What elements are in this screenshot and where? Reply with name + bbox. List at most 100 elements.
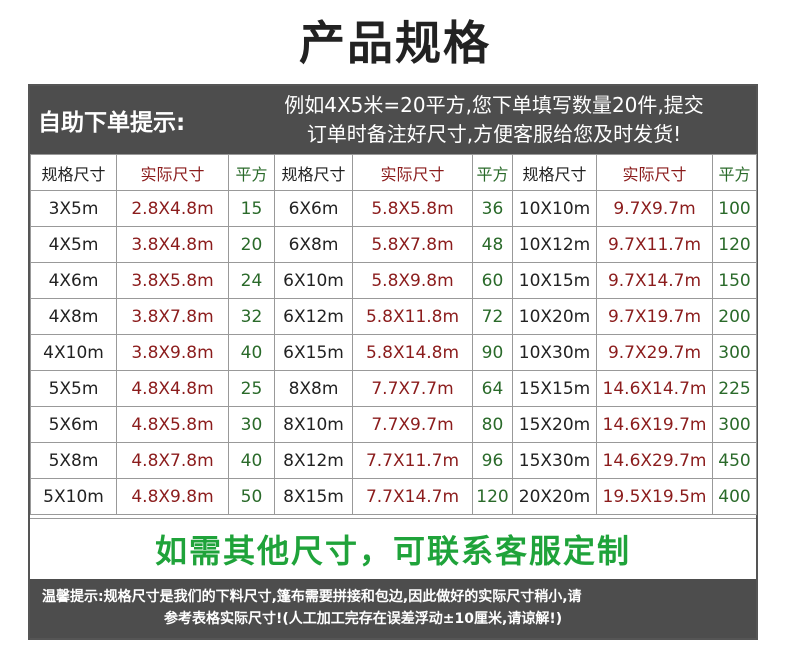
actual-size-cell: 7.7X14.7m bbox=[352, 478, 473, 515]
spec-size-cell: 20X20m bbox=[512, 478, 597, 515]
actual-size-cell: 3.8X4.8m bbox=[116, 226, 229, 263]
table-row: 4X6m 3.8X5.8m 24 6X10m 5.8X9.8m 60 10X15m 9.7X1… bbox=[30, 262, 757, 299]
table-row: 5X8m 4.8X7.8m 40 8X12m 7.7X11.7m 96 15X30m 14.6… bbox=[30, 442, 757, 479]
header-area: 平方 bbox=[712, 154, 757, 191]
header-spec-size: 规格尺寸 bbox=[30, 154, 117, 191]
spec-size-cell: 4X5m bbox=[30, 226, 117, 263]
spec-size-cell: 4X6m bbox=[30, 262, 117, 299]
spec-size-cell: 6X8m bbox=[274, 226, 353, 263]
area-cell: 80 bbox=[472, 406, 513, 443]
actual-size-cell: 3.8X9.8m bbox=[116, 334, 229, 371]
table-header-row: 规格尺寸 实际尺寸 平方 规格尺寸 实际尺寸 平方 规格尺寸 实际尺寸 平方 bbox=[30, 154, 757, 191]
area-cell: 25 bbox=[228, 370, 275, 407]
actual-size-cell: 5.8X7.8m bbox=[352, 226, 473, 263]
spec-size-cell: 10X30m bbox=[512, 334, 597, 371]
area-cell: 300 bbox=[712, 406, 757, 443]
area-cell: 450 bbox=[712, 442, 757, 479]
actual-size-cell: 4.8X5.8m bbox=[116, 406, 229, 443]
spec-size-cell: 10X12m bbox=[512, 226, 597, 263]
header-area: 平方 bbox=[228, 154, 275, 191]
area-cell: 72 bbox=[472, 298, 513, 335]
spec-size-cell: 10X10m bbox=[512, 190, 597, 227]
spec-size-cell: 4X10m bbox=[30, 334, 117, 371]
table-row: 5X10m 4.8X9.8m 50 8X15m 7.7X14.7m 120 20X20m 19… bbox=[30, 478, 757, 515]
table-row: 5X5m 4.8X4.8m 25 8X8m 7.7X7.7m 64 15X15m 14.6X1… bbox=[30, 370, 757, 407]
actual-size-cell: 3.8X5.8m bbox=[116, 262, 229, 299]
spec-size-cell: 8X12m bbox=[274, 442, 353, 479]
actual-size-cell: 7.7X7.7m bbox=[352, 370, 473, 407]
spec-size-cell: 15X15m bbox=[512, 370, 597, 407]
spec-size-cell: 5X10m bbox=[30, 478, 117, 515]
area-cell: 60 bbox=[472, 262, 513, 299]
actual-size-cell: 14.6X14.7m bbox=[596, 370, 713, 407]
spec-size-cell: 10X15m bbox=[512, 262, 597, 299]
area-cell: 400 bbox=[712, 478, 757, 515]
area-cell: 200 bbox=[712, 298, 757, 335]
actual-size-cell: 9.7X14.7m bbox=[596, 262, 713, 299]
spec-size-cell: 10X20m bbox=[512, 298, 597, 335]
area-cell: 40 bbox=[228, 334, 275, 371]
order-tip-text: 例如4X5米=20平方,您下单填写数量20件,提交 订单时备注好尺寸,方便客服给… bbox=[238, 91, 756, 149]
actual-size-cell: 5.8X14.8m bbox=[352, 334, 473, 371]
actual-size-cell: 9.7X19.7m bbox=[596, 298, 713, 335]
area-cell: 96 bbox=[472, 442, 513, 479]
area-cell: 225 bbox=[712, 370, 757, 407]
actual-size-cell: 9.7X11.7m bbox=[596, 226, 713, 263]
table-body: 3X5m 2.8X4.8m 15 6X6m 5.8X5.8m 36 10X10m 9.7X9.… bbox=[30, 190, 757, 515]
actual-size-cell: 4.8X9.8m bbox=[116, 478, 229, 515]
header-spec-size: 规格尺寸 bbox=[274, 154, 353, 191]
actual-size-cell: 19.5X19.5m bbox=[596, 478, 713, 515]
spec-size-cell: 8X15m bbox=[274, 478, 353, 515]
warm-tip-panel: 温馨提示:规格尺寸是我们的下料尺寸,篷布需要拼接和包边,因此做好的实际尺寸稍小,… bbox=[30, 579, 756, 638]
spec-size-cell: 4X8m bbox=[30, 298, 117, 335]
spec-size-cell: 6X10m bbox=[274, 262, 353, 299]
actual-size-cell: 9.7X9.7m bbox=[596, 190, 713, 227]
table-row: 5X6m 4.8X5.8m 30 8X10m 7.7X9.7m 80 15X20m 14.6X… bbox=[30, 406, 757, 443]
header-actual-size: 实际尺寸 bbox=[116, 154, 229, 191]
actual-size-cell: 5.8X11.8m bbox=[352, 298, 473, 335]
area-cell: 150 bbox=[712, 262, 757, 299]
area-cell: 120 bbox=[712, 226, 757, 263]
actual-size-cell: 14.6X19.7m bbox=[596, 406, 713, 443]
area-cell: 120 bbox=[472, 478, 513, 515]
area-cell: 90 bbox=[472, 334, 513, 371]
area-cell: 50 bbox=[228, 478, 275, 515]
spec-table: 规格尺寸 实际尺寸 平方 规格尺寸 实际尺寸 平方 规格尺寸 实际尺寸 平方 3… bbox=[30, 154, 757, 515]
area-cell: 48 bbox=[472, 226, 513, 263]
area-cell: 36 bbox=[472, 190, 513, 227]
spec-size-cell: 6X15m bbox=[274, 334, 353, 371]
area-cell: 30 bbox=[228, 406, 275, 443]
spec-size-cell: 6X12m bbox=[274, 298, 353, 335]
spec-size-cell: 15X30m bbox=[512, 442, 597, 479]
spec-size-cell: 3X5m bbox=[30, 190, 117, 227]
spec-size-cell: 8X10m bbox=[274, 406, 353, 443]
warm-tip-line-1: 温馨提示:规格尺寸是我们的下料尺寸,篷布需要拼接和包边,因此做好的实际尺寸稍小,… bbox=[42, 589, 582, 605]
area-cell: 40 bbox=[228, 442, 275, 479]
area-cell: 15 bbox=[228, 190, 275, 227]
spec-size-cell: 15X20m bbox=[512, 406, 597, 443]
header-spec-size: 规格尺寸 bbox=[512, 154, 597, 191]
spec-size-cell: 8X8m bbox=[274, 370, 353, 407]
header-area: 平方 bbox=[472, 154, 513, 191]
actual-size-cell: 14.6X29.7m bbox=[596, 442, 713, 479]
actual-size-cell: 4.8X7.8m bbox=[116, 442, 229, 479]
spec-size-cell: 5X8m bbox=[30, 442, 117, 479]
actual-size-cell: 7.7X11.7m bbox=[352, 442, 473, 479]
area-cell: 32 bbox=[228, 298, 275, 335]
order-tip-label: 自助下单提示: bbox=[38, 110, 186, 136]
table-row: 4X10m 3.8X9.8m 40 6X15m 5.8X14.8m 90 10X30m 9.7… bbox=[30, 334, 757, 371]
actual-size-cell: 3.8X7.8m bbox=[116, 298, 229, 335]
actual-size-cell: 2.8X4.8m bbox=[116, 190, 229, 227]
header-actual-size: 实际尺寸 bbox=[352, 154, 473, 191]
table-row: 4X5m 3.8X4.8m 20 6X8m 5.8X7.8m 48 10X12m 9.7X11… bbox=[30, 226, 757, 263]
order-tip-line-2: 订单时备注好尺寸,方便客服给您及时发货! bbox=[306, 122, 682, 146]
table-row: 3X5m 2.8X4.8m 15 6X6m 5.8X5.8m 36 10X10m 9.7X9.… bbox=[30, 190, 757, 227]
custom-size-notice: 如需其他尺寸，可联系客服定制 bbox=[30, 518, 756, 579]
area-cell: 20 bbox=[228, 226, 275, 263]
order-tip-line-1: 例如4X5米=20平方,您下单填写数量20件,提交 bbox=[284, 93, 704, 117]
area-cell: 64 bbox=[472, 370, 513, 407]
warm-tip-line-2: 参考表格实际尺寸!(人工加工完存在误差浮动±10厘米,请谅解!) bbox=[164, 611, 563, 627]
spec-panel: 自助下单提示: 例如4X5米=20平方,您下单填写数量20件,提交 订单时备注好… bbox=[28, 84, 758, 640]
actual-size-cell: 5.8X9.8m bbox=[352, 262, 473, 299]
actual-size-cell: 4.8X4.8m bbox=[116, 370, 229, 407]
